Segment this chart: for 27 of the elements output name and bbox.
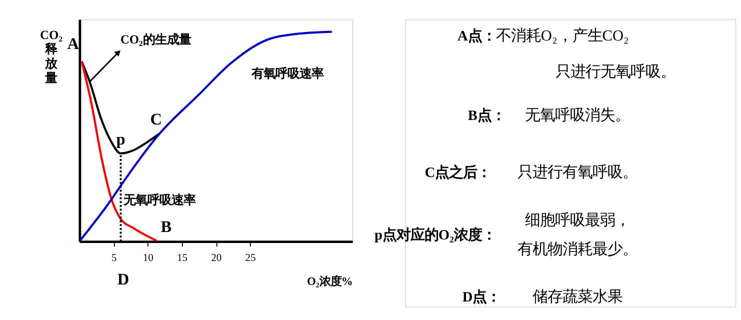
text: D点： bbox=[462, 290, 501, 306]
text: 无氧呼吸消失。 bbox=[524, 106, 630, 124]
text: A点： bbox=[458, 28, 496, 44]
text: C点之后： bbox=[424, 164, 492, 182]
y-axis-title: CO₂释放量 bbox=[40, 28, 63, 85]
text: B点： bbox=[468, 108, 506, 124]
annotation: B bbox=[160, 218, 172, 236]
x-axis-title: O₂浓度% bbox=[306, 274, 353, 288]
text: p点对应的O₂浓度： bbox=[374, 226, 496, 244]
text: 只进行有氧呼吸。 bbox=[517, 164, 638, 182]
x-tick-label: 5 bbox=[111, 252, 117, 264]
x-tick-label: 25 bbox=[245, 252, 256, 264]
text: 只进行无氧呼吸。 bbox=[556, 64, 676, 81]
text: 有机物消耗最少。 bbox=[517, 240, 638, 258]
annotation: A bbox=[67, 34, 80, 53]
text: 储存蔬菜水果 bbox=[532, 288, 622, 306]
annotation: C bbox=[150, 110, 162, 129]
series-label: 无氧呼吸速率 bbox=[122, 192, 196, 207]
text: D bbox=[117, 270, 130, 288]
text: CO₂的生成量 bbox=[120, 32, 191, 47]
series-label: 有氧呼吸速率 bbox=[250, 66, 324, 81]
text: 细胞呼吸最弱， bbox=[524, 212, 630, 230]
x-tick-label: 15 bbox=[177, 252, 188, 264]
x-tick-label: 20 bbox=[211, 252, 222, 264]
annotation: p bbox=[116, 130, 126, 149]
x-tick-label: 10 bbox=[142, 252, 154, 264]
text: 不消耗O₂，产生CO₂ bbox=[496, 27, 629, 44]
